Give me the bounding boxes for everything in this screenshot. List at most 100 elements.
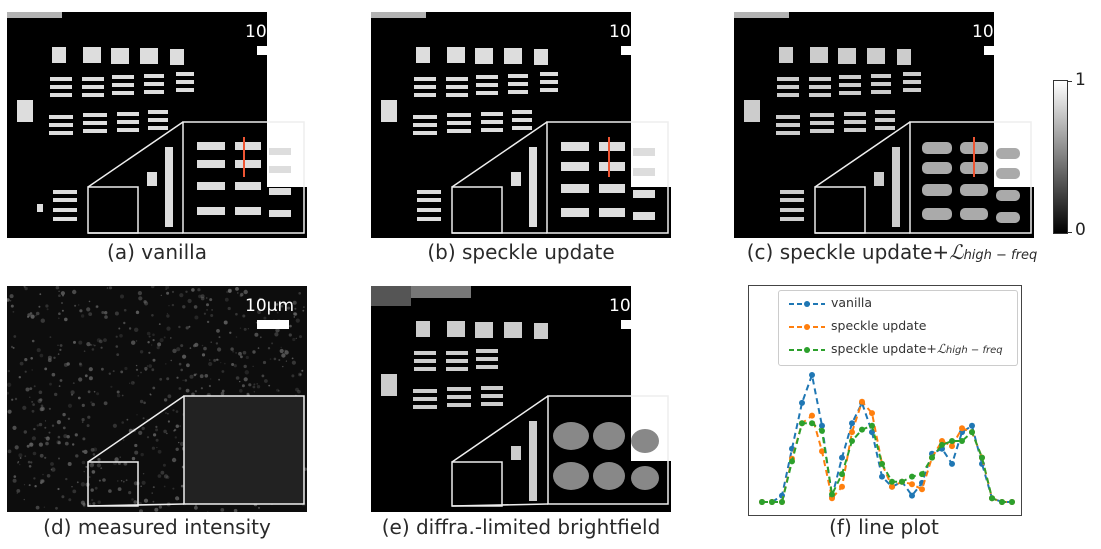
speckle-dot: [276, 388, 280, 392]
speckle-dot: [152, 358, 156, 362]
speckle-dot: [91, 402, 95, 407]
speckle-dot: [91, 348, 95, 351]
speckle-dot: [123, 308, 127, 312]
speckle-dot: [30, 314, 35, 319]
speckle-dot: [152, 333, 155, 337]
speckle-dot: [115, 335, 118, 338]
speckle-dot: [150, 286, 155, 289]
speckle-dot: [79, 309, 83, 313]
speckle-dot: [147, 341, 150, 344]
speckle-dot: [64, 317, 68, 322]
speckle-dot: [245, 355, 249, 360]
speckle-dot: [146, 365, 149, 367]
speckle-dot: [64, 441, 69, 446]
speckle-dot: [50, 462, 54, 466]
caption-f: (f) line plot: [829, 515, 939, 539]
speckle-dot: [278, 390, 280, 392]
speckle-dot: [135, 368, 139, 371]
speckle-dot: [62, 426, 66, 430]
speckle-dot: [104, 315, 108, 319]
colorbar: [1053, 80, 1068, 234]
speckle-dot: [274, 332, 279, 337]
speckle-dot: [151, 446, 155, 450]
speckle-dot: [96, 463, 101, 468]
speckle-dot: [29, 442, 34, 447]
speckle-dot: [93, 344, 96, 347]
speckle-dot: [131, 340, 136, 345]
speckle-dot: [128, 491, 132, 495]
speckle-dot: [83, 449, 88, 454]
speckle-dot: [182, 379, 184, 381]
speckle-dot: [24, 358, 28, 362]
speckle-dot: [133, 381, 135, 384]
speckle-dot: [273, 357, 277, 361]
speckle-dot: [32, 451, 37, 456]
speckle-dot: [235, 287, 239, 291]
speckle-dot: [298, 292, 302, 295]
speckle-dot: [82, 437, 86, 441]
speckle-dot: [191, 392, 195, 397]
speckle-dot: [42, 473, 44, 476]
speckle-dot: [88, 300, 91, 303]
panel-d-image: 10μm: [7, 286, 307, 512]
speckle-dot: [252, 365, 254, 367]
speckle-dot: [247, 328, 250, 330]
speckle-dot: [207, 511, 209, 512]
speckle-dot: [275, 328, 280, 333]
speckle-dot: [59, 344, 63, 347]
speckle-dot: [241, 384, 245, 388]
speckle-dot: [36, 348, 41, 353]
speckle-dot: [76, 481, 79, 484]
speckle-dot: [28, 484, 31, 487]
speckle-dot: [61, 309, 64, 312]
speckle-dot: [189, 374, 194, 379]
speckle-dot: [257, 347, 260, 349]
speckle-dot: [185, 326, 189, 330]
speckle-dot: [135, 340, 138, 342]
speckle-dot: [58, 317, 60, 320]
speckle-dot: [39, 398, 43, 402]
speckle-dot: [61, 495, 65, 499]
speckle-dot: [80, 314, 85, 318]
speckle-dot: [162, 463, 166, 467]
speckle-dot: [140, 485, 142, 488]
speckle-dot: [115, 345, 119, 348]
scale-label-d: 10μm: [245, 296, 295, 316]
speckle-dot: [114, 311, 119, 316]
speckle-dot: [189, 347, 192, 349]
panel-d-svg: [7, 286, 307, 512]
speckle-dot: [258, 297, 262, 300]
speckle-dot: [35, 311, 40, 316]
speckle-dot: [87, 390, 91, 394]
speckle-dot: [88, 376, 93, 381]
scalebar-c: [984, 46, 1016, 55]
speckle-dot: [216, 329, 220, 333]
speckle-dot: [81, 460, 86, 465]
speckle-dot: [195, 373, 198, 376]
speckle-dot: [66, 362, 70, 366]
speckle-dot: [217, 347, 222, 352]
speckle-dot: [188, 325, 191, 328]
speckle-dot: [51, 467, 56, 472]
speckle-dot: [252, 385, 256, 389]
speckle-dot: [176, 376, 179, 379]
speckle-dot: [33, 477, 36, 480]
speckle-dot: [141, 426, 145, 431]
speckle-dot: [253, 383, 256, 386]
speckle-dot: [121, 394, 124, 397]
speckle-dot: [294, 307, 297, 310]
speckle-dot: [93, 390, 96, 393]
speckle-dot: [167, 412, 169, 415]
speckle-dot: [40, 318, 45, 323]
speckle-dot: [302, 309, 305, 312]
speckle-dot: [155, 438, 159, 442]
speckle-dot: [233, 364, 237, 368]
speckle-dot: [208, 361, 213, 367]
speckle-dot: [24, 455, 27, 458]
speckle-dot: [72, 382, 75, 384]
speckle-dot: [120, 370, 124, 374]
speckle-dot: [280, 305, 284, 308]
speckle-dot: [23, 430, 27, 434]
speckle-dot: [89, 463, 95, 468]
speckle-dot: [137, 291, 142, 296]
